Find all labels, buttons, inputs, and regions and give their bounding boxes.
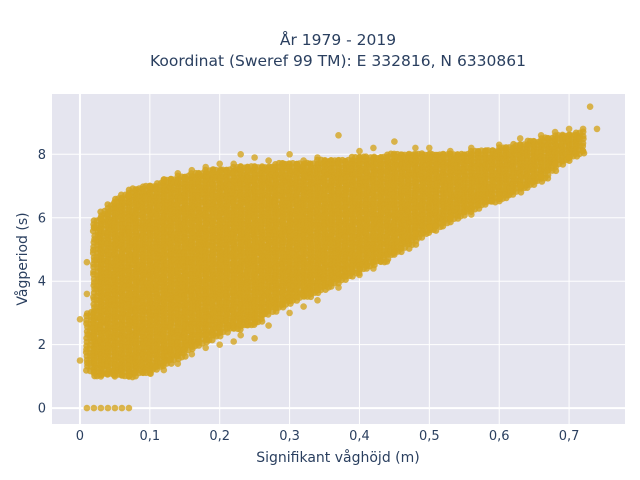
chart-title: År 1979 - 2019	[280, 30, 396, 49]
data-point	[152, 363, 160, 371]
data-point	[258, 318, 266, 325]
data-points	[76, 103, 601, 412]
data-point	[182, 353, 189, 360]
chart-subtitle: Koordinat (Sweref 99 TM): E 332816, N 63…	[150, 52, 526, 70]
